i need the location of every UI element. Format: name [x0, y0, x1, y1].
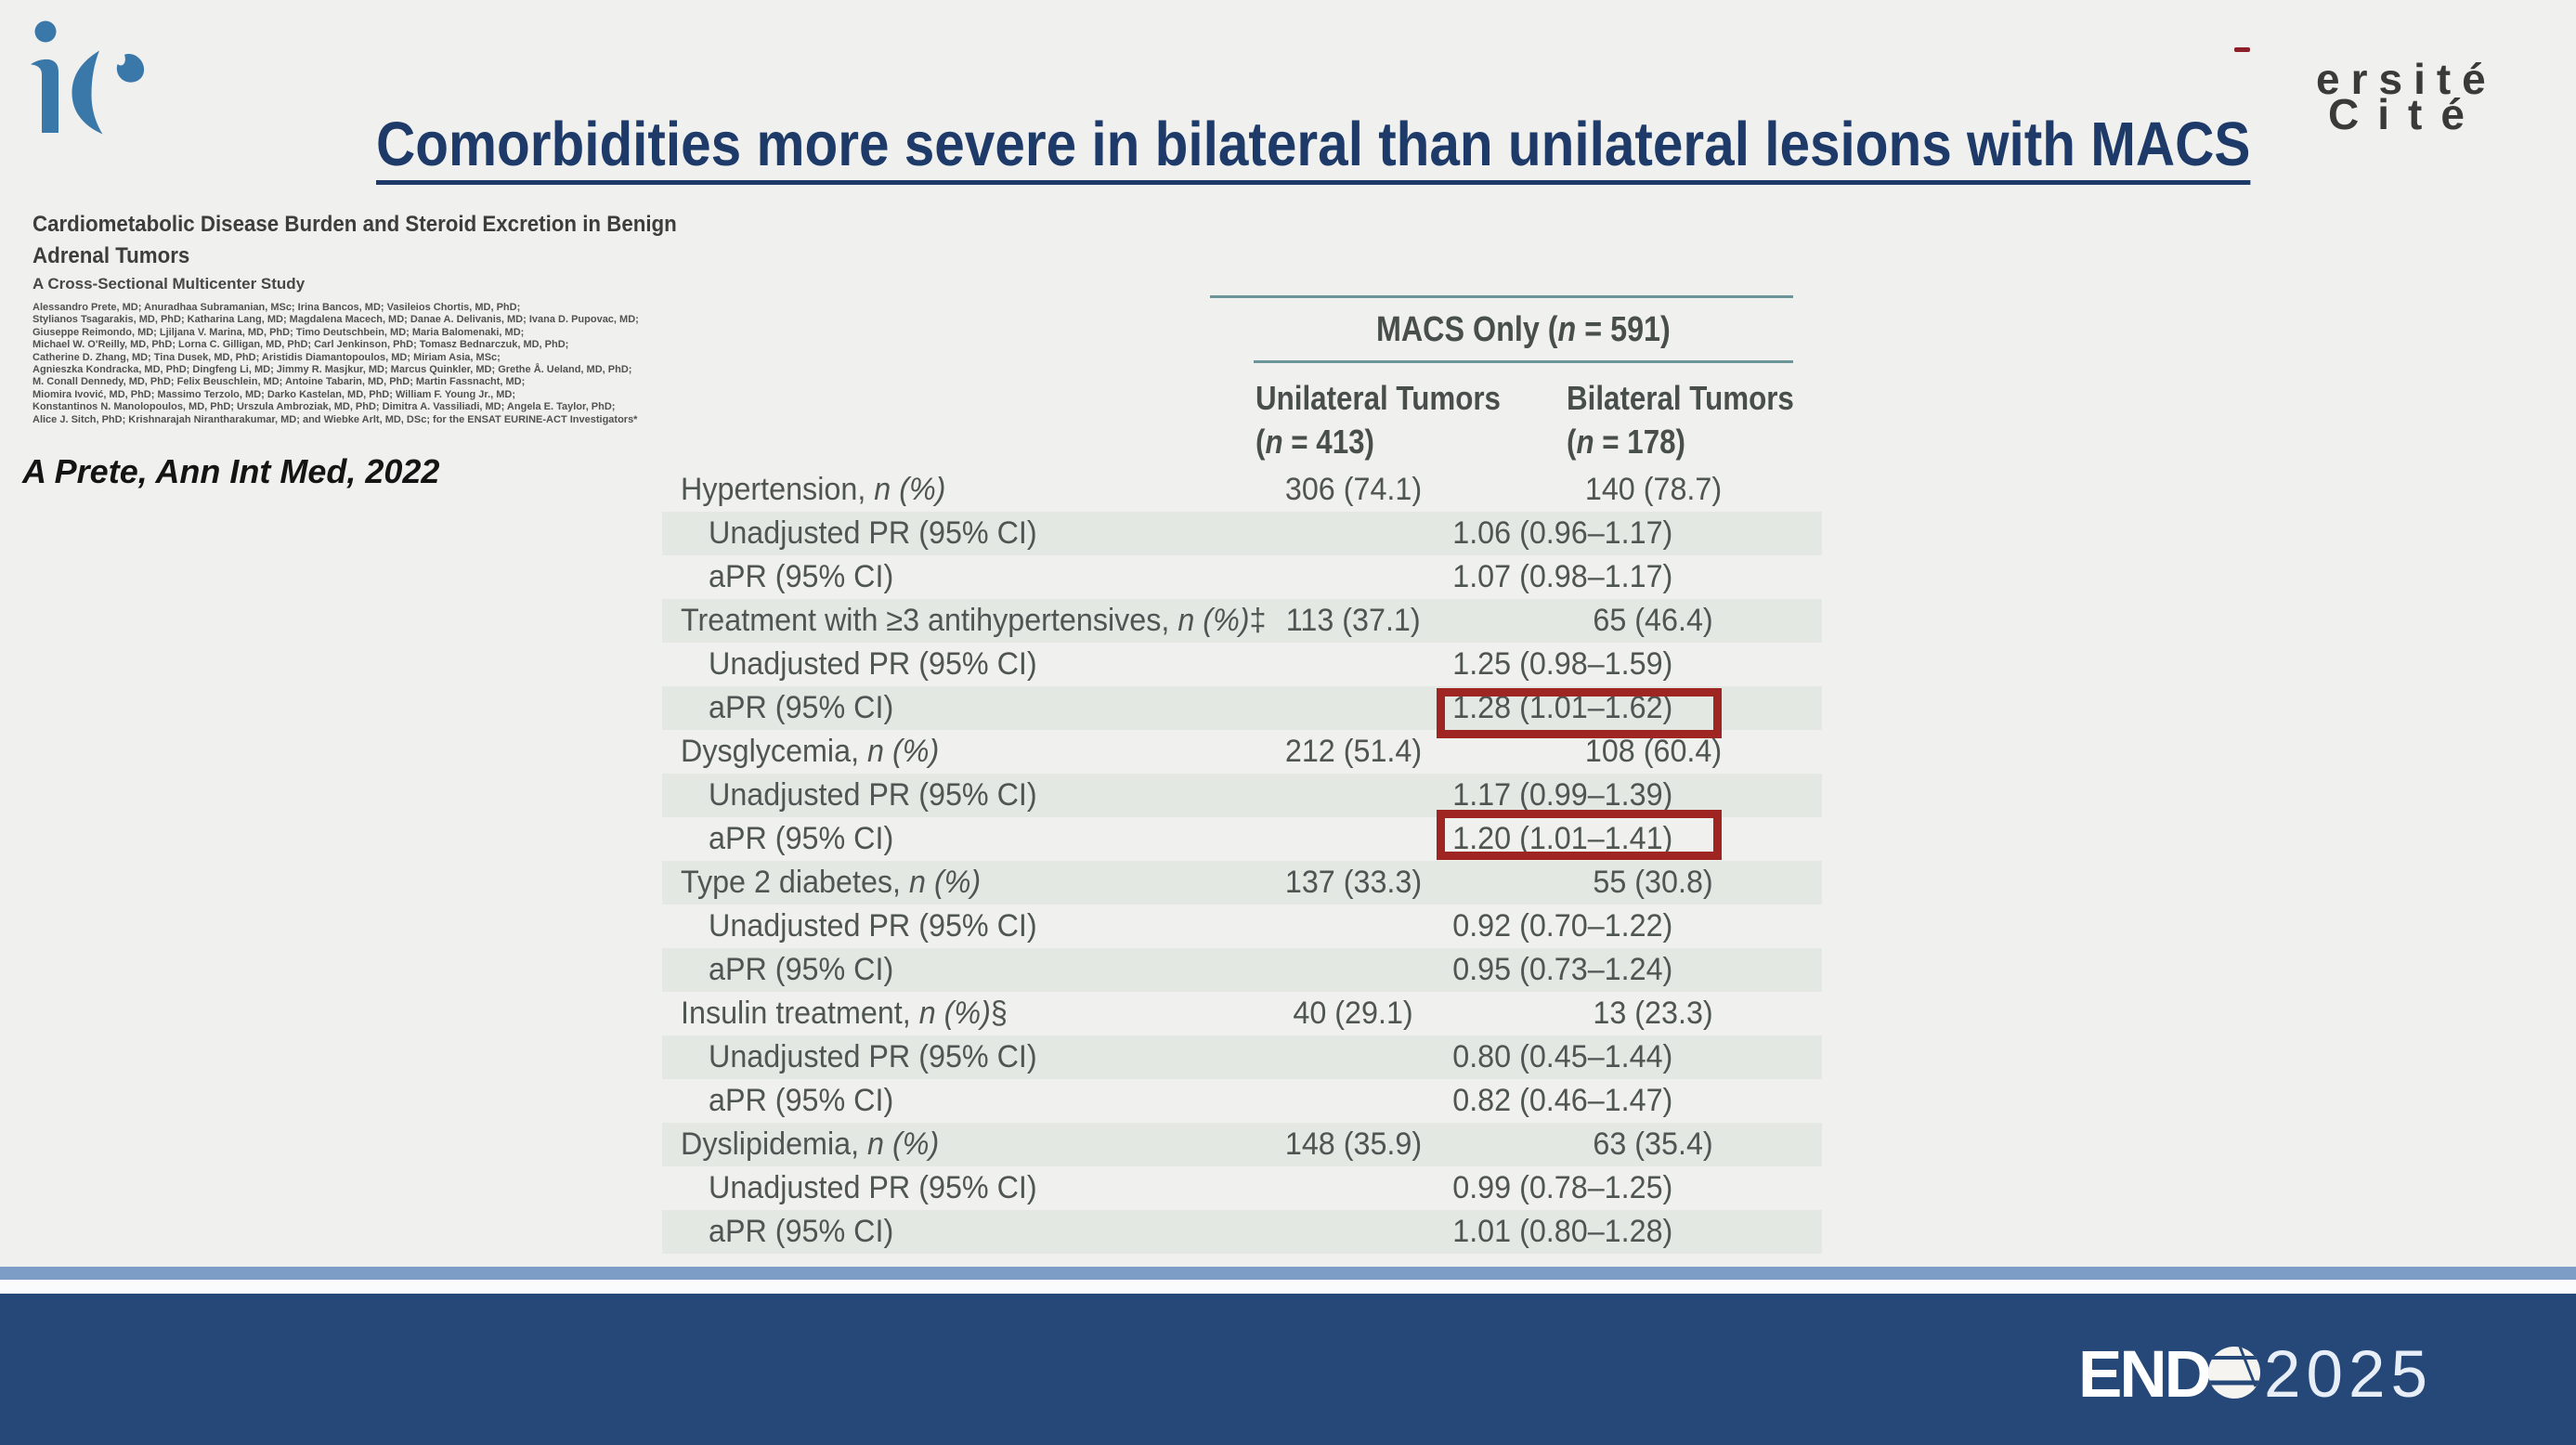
svg-text:END: END: [2078, 1344, 2210, 1409]
svg-text:2025: 2025: [2264, 1344, 2433, 1409]
